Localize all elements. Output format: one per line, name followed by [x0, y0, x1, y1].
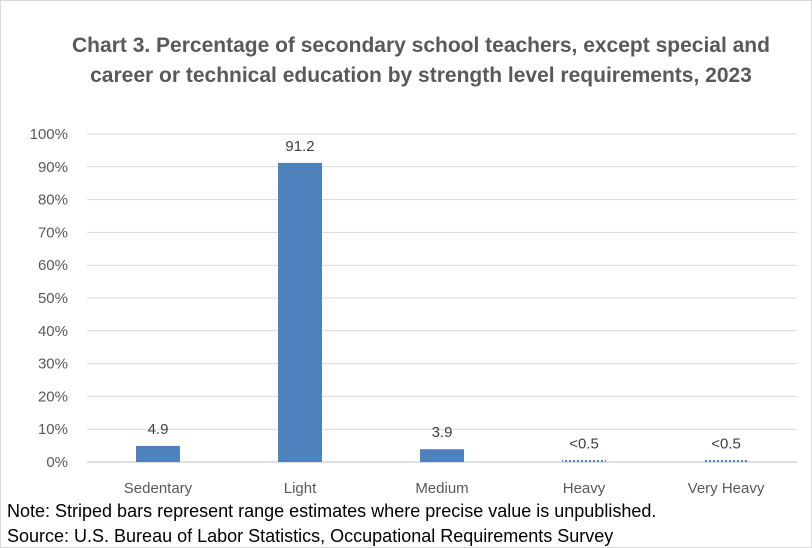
y-tick-label: 50%: [38, 290, 68, 307]
y-tick-label: 60%: [38, 257, 68, 274]
data-label: 91.2: [285, 138, 314, 155]
y-tick-label: 90%: [38, 159, 68, 176]
y-tick-label: 80%: [38, 192, 68, 209]
y-tick-label: 20%: [38, 388, 68, 405]
data-label: <0.5: [711, 435, 741, 452]
data-labels: 4.9 91.2 3.9 <0.5 <0.5: [148, 138, 741, 452]
gridlines: [87, 133, 797, 463]
bar-light: [278, 162, 322, 462]
bars: [136, 162, 748, 462]
x-axis-category-labels: Sedentary Light Medium Heavy Very Heavy: [124, 480, 765, 497]
y-tick-label: 10%: [38, 421, 68, 438]
chart-source: Source: U.S. Bureau of Labor Statistics,…: [7, 526, 614, 546]
y-tick-label: 30%: [38, 356, 68, 373]
chart-note: Note: Striped bars represent range estim…: [7, 501, 657, 521]
bar-medium: [420, 449, 464, 462]
y-axis-tick-labels: 0% 10% 20% 30% 40% 50% 60% 70% 80% 90% 100%: [30, 126, 68, 471]
bar-chart: 0% 10% 20% 30% 40% 50% 60% 70% 80% 90% 100% 4.9 91.…: [30, 126, 797, 497]
y-tick-label: 40%: [38, 323, 68, 340]
bar-sedentary: [136, 445, 180, 462]
bar-heavy: [562, 460, 606, 462]
chart-title: Chart 3. Percentage of secondary school …: [72, 34, 770, 87]
category-label: Heavy: [563, 480, 606, 497]
category-label: Sedentary: [124, 480, 193, 497]
data-label: <0.5: [569, 435, 599, 452]
bar-very-heavy: [704, 460, 748, 462]
category-label: Very Heavy: [688, 480, 765, 497]
y-tick-label: 0%: [46, 454, 68, 471]
category-label: Light: [284, 480, 317, 497]
data-label: 3.9: [432, 424, 453, 441]
y-tick-label: 100%: [30, 126, 68, 143]
category-label: Medium: [415, 480, 468, 497]
y-tick-label: 70%: [38, 224, 68, 241]
data-label: 4.9: [148, 421, 169, 438]
